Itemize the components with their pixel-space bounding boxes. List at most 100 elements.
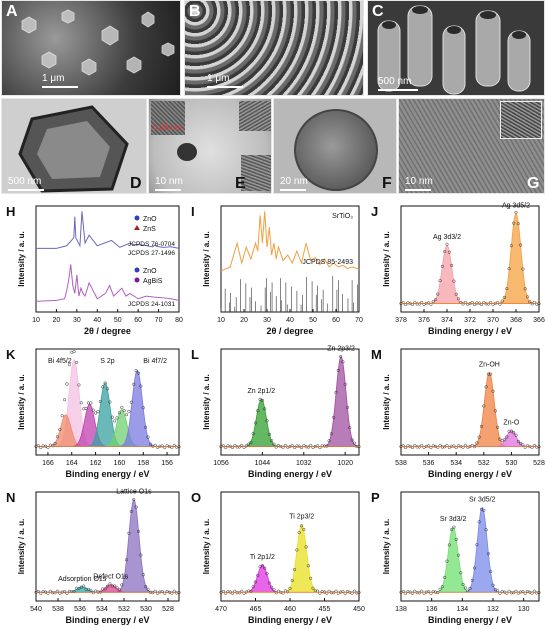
data-point — [91, 408, 95, 412]
data-point — [482, 508, 486, 512]
data-point — [477, 520, 481, 524]
x-tick-label: 50 — [114, 317, 122, 324]
data-point — [311, 586, 315, 590]
series-line — [35, 264, 180, 302]
data-point — [249, 441, 253, 445]
x-tick-label: 70 — [155, 317, 163, 324]
x-tick-label: 532 — [118, 606, 130, 613]
x-tick-label: 378 — [395, 317, 407, 324]
panel-label: M — [371, 347, 382, 362]
chart-L: 1056 1044 1032 1020 Binding energy / eV Inten… — [191, 345, 361, 479]
data-point — [486, 372, 490, 376]
panel-E: 0.33 nm E 10 nm — [148, 98, 272, 194]
x-tick-label: 450 — [353, 606, 365, 613]
data-point — [125, 558, 129, 562]
chart-H: 10 20 30 40 50 60 70 80 2θ / degree Intensity / a… — [6, 204, 183, 336]
data-point — [103, 381, 107, 385]
data-point — [306, 564, 310, 568]
x-axis-label: Binding energy / eV — [428, 615, 512, 625]
data-point — [477, 435, 481, 439]
data-point — [82, 584, 86, 588]
x-tick-label: 536 — [423, 460, 435, 467]
panel-label: P — [371, 490, 380, 505]
x-tick-label: 10 — [32, 317, 40, 324]
chart-M: 538 536 534 532 530 528 Binding energy / eV Int… — [371, 347, 545, 479]
data-point — [491, 583, 495, 587]
data-point — [281, 445, 285, 449]
data-point — [272, 588, 276, 592]
scale-bar — [207, 86, 243, 88]
data-point — [108, 400, 112, 404]
x-tick-label: 50 — [309, 317, 317, 324]
y-axis-label: Intensity / a. u. — [17, 231, 26, 287]
peak-label: Zn 2p3/2 — [327, 345, 355, 352]
data-point — [535, 302, 539, 306]
x-axis-label: Binding energy / eV — [428, 326, 512, 336]
data-point — [51, 444, 55, 448]
scale-text: 10 nm — [405, 176, 433, 187]
data-point — [459, 571, 463, 575]
data-point — [415, 302, 419, 306]
x-tick-label: 80 — [175, 317, 183, 324]
data-point — [105, 584, 110, 588]
x-tick-label: 370 — [487, 317, 499, 324]
data-point — [55, 435, 60, 439]
data-point — [144, 425, 148, 429]
data-point — [339, 355, 343, 359]
data-point — [79, 585, 83, 589]
data-point — [341, 590, 345, 594]
data-point — [406, 590, 410, 594]
peak-label: Zn 2p1/2 — [248, 388, 276, 395]
x-tick-label: 20 — [240, 317, 248, 324]
data-point — [528, 300, 532, 304]
data-point — [509, 244, 513, 248]
data-point — [270, 439, 274, 443]
x-tick-label: 10 — [217, 317, 225, 324]
plot-frame — [35, 491, 180, 602]
data-point — [452, 279, 456, 283]
legend-label: ZnO — [143, 268, 157, 275]
data-point — [103, 587, 107, 591]
data-point — [523, 287, 527, 291]
data-point — [244, 444, 248, 448]
lattice-spacing: 0.33 nm — [153, 123, 182, 132]
scale-text: 500 nm — [8, 176, 42, 187]
data-point — [433, 298, 438, 302]
inset-lattice-right-top — [239, 101, 271, 131]
x-tick-label: 540 — [30, 606, 42, 613]
x-tick-label: 156 — [161, 460, 173, 467]
data-point — [417, 591, 421, 595]
data-point — [141, 406, 145, 410]
data-point — [237, 445, 241, 449]
legend-marker — [134, 267, 140, 273]
data-point — [443, 249, 447, 254]
scale-bar — [378, 89, 418, 91]
x-tick-label: 534 — [96, 606, 108, 613]
data-point — [316, 444, 320, 448]
data-point — [489, 372, 493, 376]
data-point — [417, 445, 421, 449]
panel-label: J — [371, 204, 378, 219]
data-point — [438, 279, 442, 283]
data-point — [493, 409, 497, 413]
plot-frame — [400, 348, 540, 456]
data-point — [350, 591, 354, 595]
data-point — [320, 444, 324, 448]
data-point — [263, 407, 267, 411]
data-point — [332, 415, 336, 419]
data-point — [401, 589, 405, 594]
legend-marker — [134, 277, 140, 283]
panel-B: B 1 μm — [184, 0, 364, 96]
x-axis-label: Binding energy / eV — [65, 615, 149, 625]
y-axis-label: Intensity / a. u. — [202, 519, 211, 575]
scale-text: 20 nm — [280, 176, 308, 187]
data-point — [129, 400, 133, 404]
data-point — [242, 591, 246, 595]
legend-marker — [134, 225, 140, 230]
data-point — [265, 572, 269, 576]
data-point — [267, 432, 271, 436]
data-point — [502, 438, 507, 442]
data-point — [72, 590, 76, 594]
data-point — [336, 368, 340, 372]
data-point — [286, 590, 290, 594]
